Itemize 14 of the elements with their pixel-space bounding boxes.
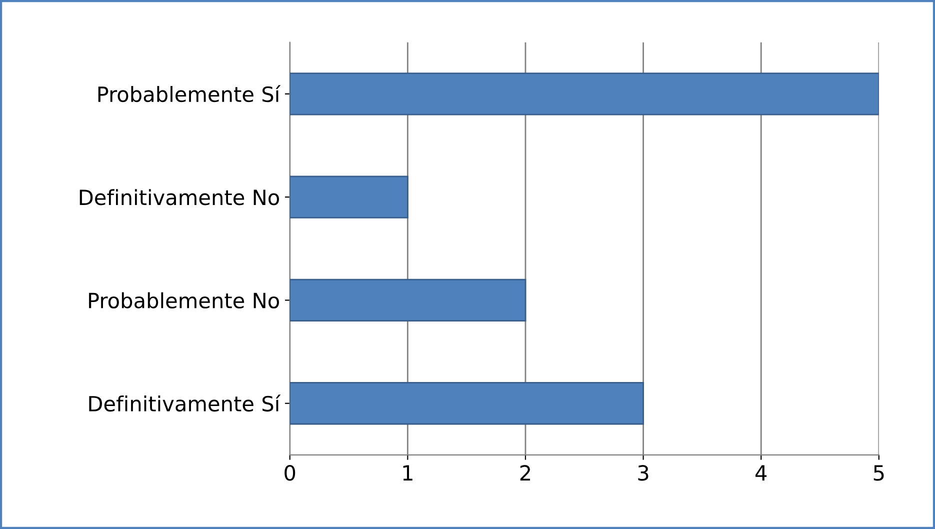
x-tick-label: 0 [284, 465, 296, 481]
x-tick-label: 4 [755, 465, 767, 480]
x-tick-label: 2 [520, 465, 530, 480]
bar [290, 382, 644, 425]
x-tick-label: 5 [874, 465, 884, 481]
bar [290, 278, 526, 322]
y-tick-label: Definitivamente No [80, 189, 279, 206]
bar [290, 72, 879, 116]
x-tick-label: 1 [403, 465, 412, 480]
x-tick-label: 3 [638, 465, 648, 481]
y-tick-label: Probablemente No [89, 292, 279, 308]
y-tick-label: Probablemente Sí [98, 85, 281, 102]
bar [290, 176, 408, 218]
y-tick-label: Definitivamente Sí [89, 394, 281, 412]
